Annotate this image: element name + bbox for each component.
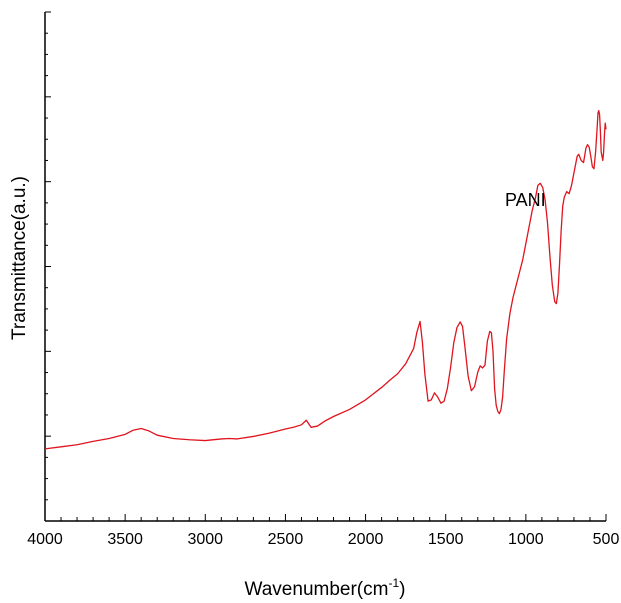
x-tick-label: 3000: [187, 531, 223, 548]
x-tick-labels: 4000 3500 3000 2500 2000 1500 1000 500: [27, 531, 619, 548]
series-layer: [44, 110, 607, 450]
x-tick-label: 1500: [428, 531, 464, 548]
x-tick-label: 4000: [27, 531, 63, 548]
x-tick-label: 3500: [107, 531, 143, 548]
y-axis-title: Transmittance(a.u.): [9, 176, 30, 340]
x-tick-label: 2000: [348, 531, 384, 548]
x-axis-title-suffix: ): [399, 579, 405, 600]
series-annotation-pani: PANI: [505, 190, 546, 210]
x-tick-label: 500: [593, 531, 620, 548]
x-axis-title-main: Wavenumber(cm: [245, 579, 389, 600]
x-tick-label: 2500: [268, 531, 304, 548]
x-axis-title: Wavenumber(cm-1): [245, 576, 406, 600]
x-ticks: [44, 514, 607, 521]
x-axis-title-superscript: -1: [388, 576, 399, 590]
axes: [44, 11, 606, 522]
series-line-pani: [44, 110, 607, 450]
x-tick-label: 1000: [508, 531, 544, 548]
